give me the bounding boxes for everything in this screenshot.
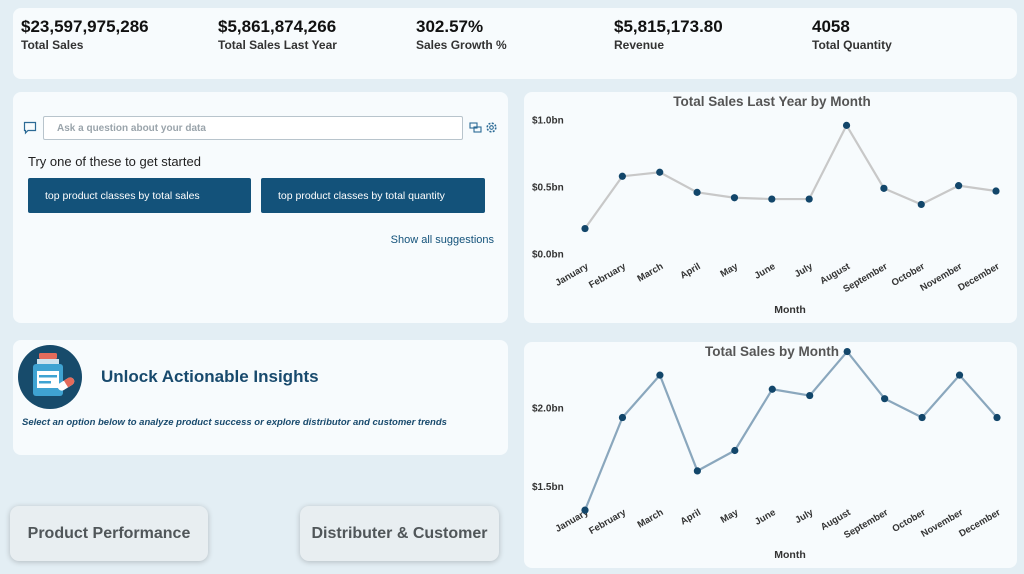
show-all-suggestions-link[interactable]: Show all suggestions (390, 234, 494, 246)
x-tick-label: March (635, 261, 665, 285)
data-point (806, 391, 814, 400)
x-tick-label: February (587, 261, 628, 291)
data-point (693, 188, 701, 196)
data-point (581, 506, 589, 514)
qa-input-row (23, 116, 498, 140)
kpi-value: 302.57% (416, 17, 484, 36)
data-point (993, 413, 1001, 422)
y-tick-label: $0.5bn (532, 183, 564, 194)
x-tick-label: July (793, 261, 816, 280)
chart-total-sales: Total Sales by Month $1.5bn $2.0bn January F… (524, 342, 1017, 568)
suggestion-button-total-sales[interactable]: top product classes by total sales (28, 178, 251, 213)
data-point (955, 371, 964, 379)
x-tick-label: February (587, 507, 628, 537)
distributer-customer-button[interactable]: Distributer & Customer (300, 506, 499, 561)
kpi-label: Total Sales (21, 38, 84, 52)
x-tick-label: January (553, 261, 591, 289)
qa-expand-icon[interactable] (469, 121, 482, 134)
data-point (768, 385, 776, 393)
kpi-value: 4058 (812, 17, 850, 36)
kpi-label: Total Quantity (812, 38, 892, 52)
kpi-value: $23,597,975,286 (21, 17, 149, 36)
data-point (618, 172, 626, 180)
product-performance-button[interactable]: Product Performance (10, 506, 208, 561)
kpi-total-sales-last-year: $5,861,874,266 Total Sales Last Year (218, 17, 337, 52)
series-line (584, 123, 997, 230)
kpi-bar: $23,597,975,286 Total Sales $5,861,874,2… (13, 8, 1017, 79)
x-tick-label: April (678, 261, 702, 281)
data-point (693, 467, 701, 475)
insights-title: Unlock Actionable Insights (101, 367, 319, 386)
x-tick-label: July (793, 507, 816, 526)
data-point (731, 446, 739, 455)
kpi-total-sales: $23,597,975,286 Total Sales (21, 17, 149, 52)
data-point (917, 200, 925, 209)
x-tick-label: November (918, 261, 964, 294)
data-point (656, 168, 664, 176)
kpi-label: Sales Growth % (416, 38, 507, 52)
x-tick-label: December (956, 261, 1002, 294)
data-point (881, 395, 889, 403)
x-tick-label: April (679, 507, 703, 527)
qa-visual: Try one of these to get started top prod… (13, 92, 508, 323)
x-tick-label: June (753, 261, 778, 282)
x-tick-label: June (753, 507, 778, 528)
data-point (618, 413, 627, 422)
data-point (581, 224, 589, 233)
qa-question-input[interactable] (43, 116, 463, 140)
y-tick-label: $1.0bn (532, 116, 564, 127)
kpi-sales-growth: 302.57% Sales Growth % (416, 17, 507, 52)
kpi-revenue: $5,815,173.80 Revenue (614, 17, 723, 52)
medicine-bottle-icon (18, 345, 82, 409)
data-point (730, 194, 739, 202)
y-tick-label: $2.0bn (532, 404, 564, 415)
qa-prompt-text: Try one of these to get started (28, 154, 201, 169)
data-point (656, 371, 664, 379)
chat-icon (23, 121, 37, 135)
data-point (992, 187, 1000, 195)
x-tick-label: May (719, 507, 741, 526)
kpi-total-quantity: 4058 Total Quantity (812, 17, 892, 52)
suggestion-button-total-quantity[interactable]: top product classes by total quantity (261, 178, 485, 213)
line-chart-total-sales: Total Sales by Month$1.5bn$2.0bnJanuaryF… (532, 344, 1003, 561)
chart-total-sales-last-year: Total Sales Last Year by Month $0.0bn $0.5… (524, 92, 1017, 323)
line-chart-total-sales-last-year: Total Sales Last Year by Month $0.0bn $0.5… (532, 94, 1002, 316)
x-tick-label: March (636, 507, 666, 531)
chart-title: Total Sales Last Year by Month (673, 94, 871, 109)
x-axis-label: Month (774, 304, 806, 316)
data-point (918, 413, 926, 422)
kpi-label: Revenue (614, 38, 665, 52)
series-line (583, 349, 998, 511)
data-point (880, 184, 888, 192)
kpi-value: $5,815,173.80 (614, 17, 723, 36)
data-point (805, 195, 813, 203)
kpi-value: $5,861,874,266 (218, 17, 337, 36)
y-tick-label: $0.0bn (532, 250, 564, 261)
data-point (842, 121, 851, 129)
x-tick-label: November (919, 507, 965, 540)
gear-icon[interactable] (485, 121, 498, 134)
y-tick-label: $1.5bn (532, 482, 564, 493)
kpi-label: Total Sales Last Year (218, 38, 337, 52)
chart-title: Total Sales by Month (705, 344, 839, 359)
insights-subtitle: Select an option below to analyze produc… (22, 417, 447, 428)
data-point (843, 347, 851, 356)
data-point (955, 182, 963, 190)
x-axis-label: Month (774, 549, 806, 561)
x-tick-label: December (957, 507, 1003, 540)
insights-card: Unlock Actionable Insights Select an opt… (13, 340, 508, 455)
data-point (768, 195, 776, 203)
x-tick-label: May (718, 261, 740, 280)
